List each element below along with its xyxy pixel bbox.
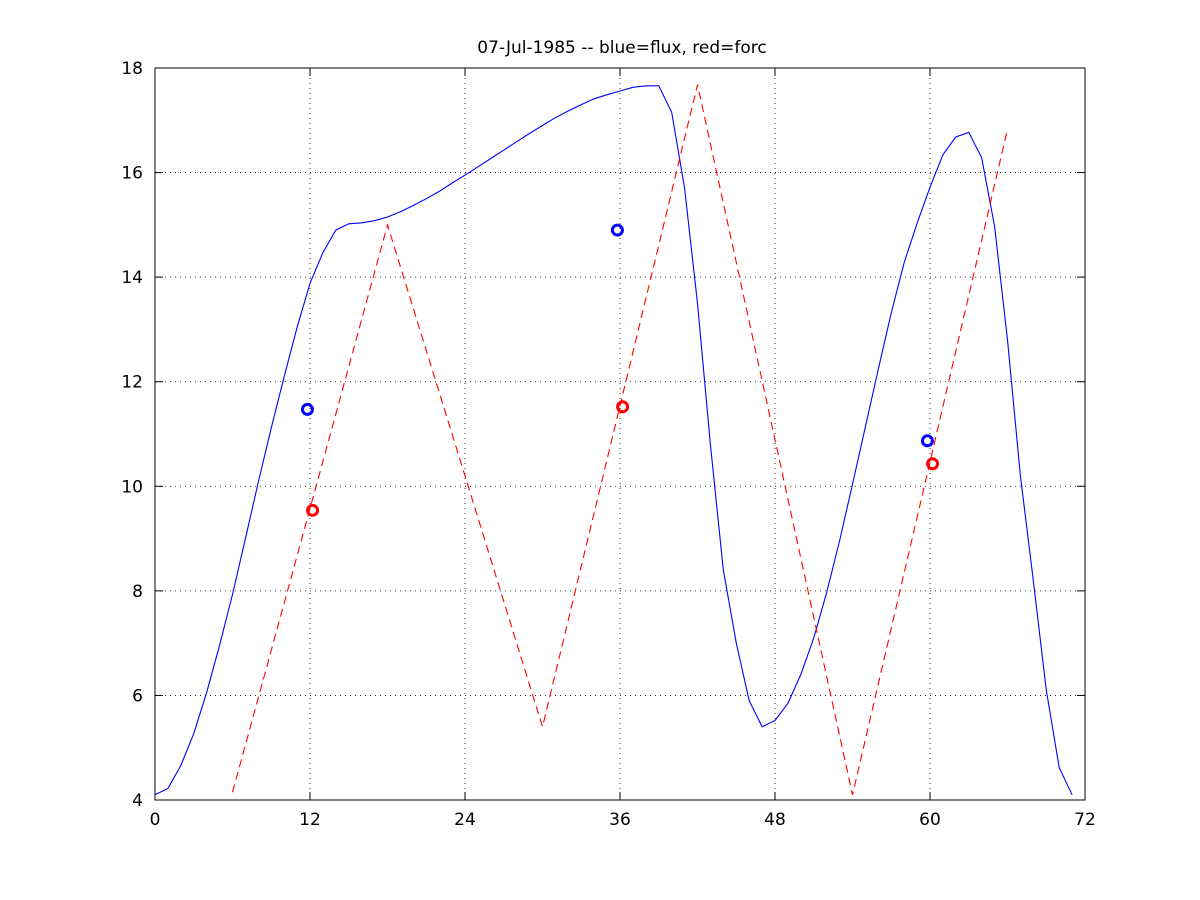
x-tick-label: 36 — [609, 810, 631, 830]
flux-marker-point — [610, 223, 624, 237]
plot-area: 0 12 24 36 48 60 72 4 6 8 10 12 14 16 18 — [121, 59, 1095, 830]
x-tick-label: 60 — [919, 810, 941, 830]
flux-series-line — [154, 85, 1073, 796]
y-tick-label: 14 — [121, 268, 143, 288]
forc-marker-point — [926, 457, 940, 471]
y-tick-label: 12 — [121, 373, 143, 393]
x-tick-label: 72 — [1074, 810, 1096, 830]
chart-title: 07-Jul-1985 -- blue=flux, red=forc — [477, 38, 767, 58]
y-tick-label: 8 — [132, 582, 143, 602]
x-tick-label: 12 — [299, 810, 321, 830]
flux-marker-point — [300, 402, 314, 416]
forc-marker-point — [616, 400, 630, 414]
x-tick-label: 48 — [764, 810, 786, 830]
forc-series-line — [231, 84, 1009, 795]
x-tick-label: 24 — [454, 810, 476, 830]
flux-marker-point — [920, 434, 934, 448]
y-tick-label: 16 — [121, 164, 143, 184]
x-tick-label: 0 — [150, 810, 161, 830]
y-tick-label: 4 — [132, 791, 143, 811]
y-tick-label: 10 — [121, 477, 143, 497]
y-tick-label: 6 — [132, 686, 143, 706]
y-tick-label: 18 — [121, 59, 143, 79]
forc-marker-point — [306, 503, 320, 517]
